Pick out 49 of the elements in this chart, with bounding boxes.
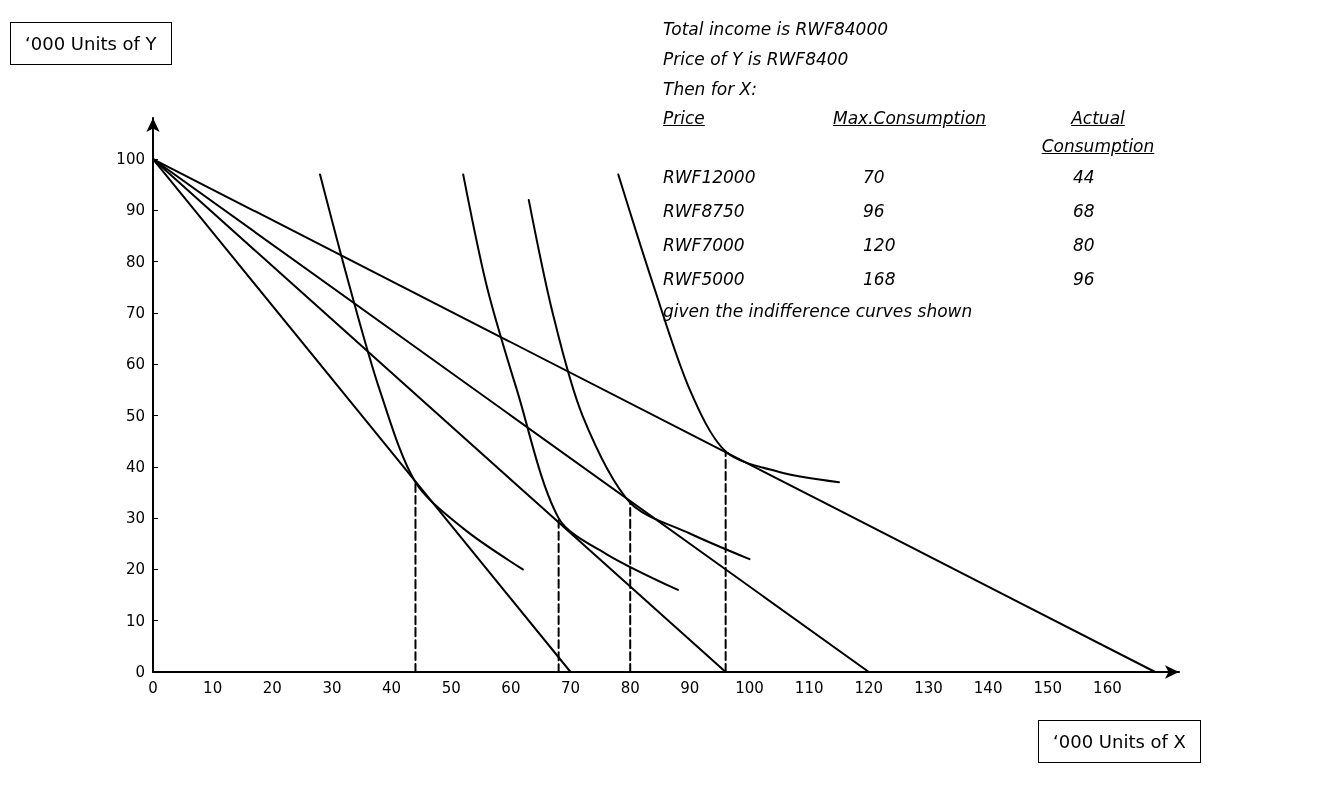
text: Then for X:	[663, 78, 758, 101]
x-tick-label: 60	[501, 678, 521, 697]
x-tick-label: 80	[620, 678, 640, 697]
text: Total income is RWF84000	[663, 18, 890, 41]
x-tick-label: 130	[914, 678, 943, 697]
annotation: RWF8750	[663, 200, 746, 223]
annotation: given the indifference curves shown	[663, 300, 974, 323]
annotation: 44	[1072, 166, 1096, 189]
y-tick-label: 90	[125, 201, 145, 220]
y-tick-label: 20	[125, 560, 145, 579]
annotation: RWF12000	[663, 166, 757, 189]
x-tick-label: 120	[854, 678, 884, 697]
x-tick-label: 20	[262, 678, 282, 697]
x-tick-label: 30	[322, 678, 342, 697]
y-tick-label: 60	[125, 355, 145, 374]
x-tick-label: 10	[203, 678, 223, 697]
y-axis-title: ‘000 Units of Y	[10, 22, 172, 65]
x-tick-label: 0	[148, 678, 158, 697]
annotation: 96	[862, 200, 886, 223]
x-tick-label: 160	[1093, 678, 1122, 697]
x-tick-label: 70	[561, 678, 581, 697]
x-tick-label: 140	[973, 678, 1003, 697]
annotation: 68	[1072, 200, 1096, 223]
y-tick-label: 40	[125, 457, 145, 476]
annotation: Actual Consumption	[1040, 107, 1156, 158]
annotation: 168	[862, 268, 897, 291]
y-tick-label: 30	[125, 509, 145, 528]
annotation: 80	[1072, 234, 1096, 257]
annotation: Max.Consumption	[833, 107, 988, 130]
annotation: Price	[663, 107, 706, 130]
x-tick-label: 90	[680, 678, 700, 697]
text: Price of Y is RWF8400	[663, 48, 850, 71]
x-tick-label: 150	[1033, 678, 1063, 697]
y-tick-label: 50	[125, 406, 145, 425]
y-tick-label: 100	[116, 150, 145, 169]
annotation: RWF5000	[663, 268, 746, 291]
y-tick-label: 10	[125, 611, 145, 630]
x-axis-title: ‘000 Units of X	[1038, 720, 1201, 763]
y-tick-label: 0	[135, 663, 145, 681]
y-tick-label: 80	[125, 252, 145, 271]
x-tick-label: 110	[794, 678, 824, 697]
y-tick-label: 70	[125, 303, 145, 322]
annotation: 120	[862, 234, 897, 257]
x-tick-label: 50	[441, 678, 461, 697]
x-tick-label: 100	[735, 678, 764, 697]
annotation: 70	[862, 166, 886, 189]
x-tick-label: 40	[382, 678, 402, 697]
annotation: RWF7000	[663, 234, 746, 257]
annotation: 96	[1072, 268, 1096, 291]
